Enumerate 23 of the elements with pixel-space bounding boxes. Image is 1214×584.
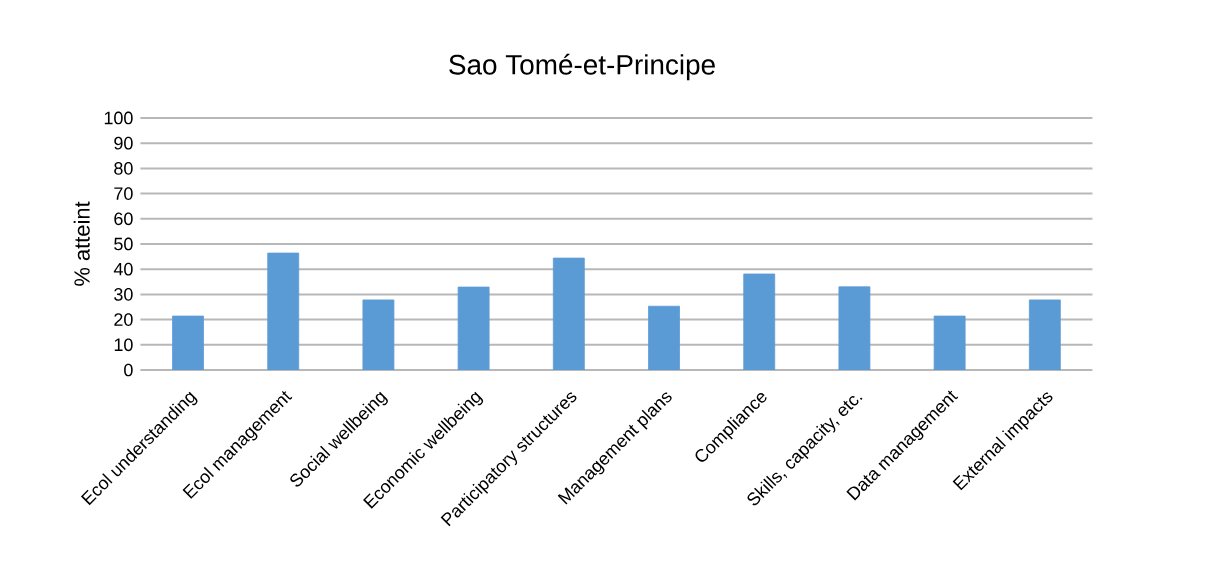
y-tick-label: 100 bbox=[104, 111, 133, 125]
bar bbox=[267, 252, 300, 370]
y-tick-label: 0 bbox=[124, 363, 133, 377]
bar bbox=[838, 286, 871, 370]
y-tick-label: 30 bbox=[114, 288, 133, 301]
bar bbox=[172, 315, 204, 370]
bar bbox=[457, 286, 490, 370]
y-tick-label: 90 bbox=[114, 136, 133, 150]
bar bbox=[933, 315, 966, 370]
bar bbox=[648, 305, 680, 370]
y-tick-label: 70 bbox=[114, 187, 133, 200]
y-tick-label: 10 bbox=[114, 338, 133, 352]
bar bbox=[552, 257, 585, 370]
y-tick-label: 20 bbox=[114, 313, 133, 326]
y-tick-label: 40 bbox=[113, 262, 133, 276]
y-tick-label: 50 bbox=[114, 237, 133, 251]
y-tick-label: 80 bbox=[114, 162, 133, 175]
y-axis-title: % atteint bbox=[73, 201, 90, 286]
bar bbox=[1028, 299, 1061, 370]
chart-title: Sao Tomé-et-Principe bbox=[449, 53, 715, 81]
bar bbox=[362, 299, 395, 370]
y-tick-label: 60 bbox=[114, 212, 133, 226]
bar bbox=[743, 273, 776, 370]
